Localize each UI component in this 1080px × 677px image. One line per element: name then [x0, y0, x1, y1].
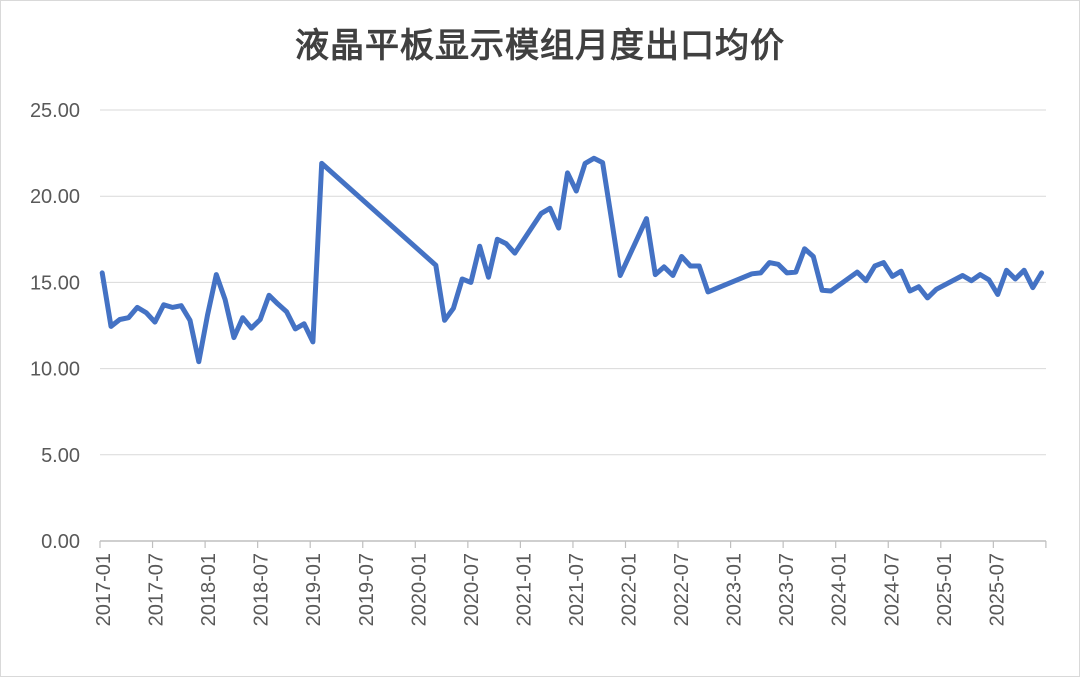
y-tick-label: 15.00: [30, 272, 80, 294]
x-tick-label: 2017-01: [93, 553, 115, 626]
gridlines: [100, 109, 1046, 456]
x-tick-label: 2020-07: [461, 553, 483, 626]
y-tick-label: 10.00: [30, 359, 80, 381]
x-tick-label: 2024-01: [829, 553, 851, 626]
y-tick-label: 5.00: [41, 445, 80, 467]
x-tick-label: 2018-07: [251, 553, 273, 626]
chart-title: 液晶平板显示模组月度出口均价: [295, 26, 785, 66]
x-tick-label: 2025-01: [934, 553, 956, 626]
x-axis-labels: 2017-01 2017-07 2018-01 2018-07 2019-01 2019-…: [93, 553, 1008, 626]
x-tick-label: 2024-07: [881, 553, 903, 626]
x-tick-label: 2022-07: [671, 553, 693, 626]
x-tick-label: 2018-01: [198, 553, 220, 626]
y-tick-label: 20.00: [30, 186, 80, 208]
x-axis: [99, 540, 1047, 548]
y-tick-label: 0.00: [41, 531, 80, 553]
x-tick-label: 2023-01: [724, 553, 746, 626]
x-tick-label: 2021-01: [513, 553, 535, 626]
series: [99, 155, 1045, 365]
y-axis-labels: 0.00 5.00 10.00 15.00 20.00 25.00: [30, 100, 80, 553]
x-tick-label: 2025-07: [986, 553, 1008, 626]
y-tick-label: 25.00: [30, 100, 80, 122]
x-tick-label: 2019-07: [356, 553, 378, 626]
x-tick-label: 2022-01: [619, 553, 641, 626]
x-tick-label: 2017-07: [146, 553, 168, 626]
x-tick-label: 2019-01: [303, 553, 325, 626]
x-tick-label: 2021-07: [566, 553, 588, 626]
x-tick-label: 2020-01: [408, 553, 430, 626]
x-tick-label: 2023-07: [776, 553, 798, 626]
series-line: [99, 155, 1045, 365]
